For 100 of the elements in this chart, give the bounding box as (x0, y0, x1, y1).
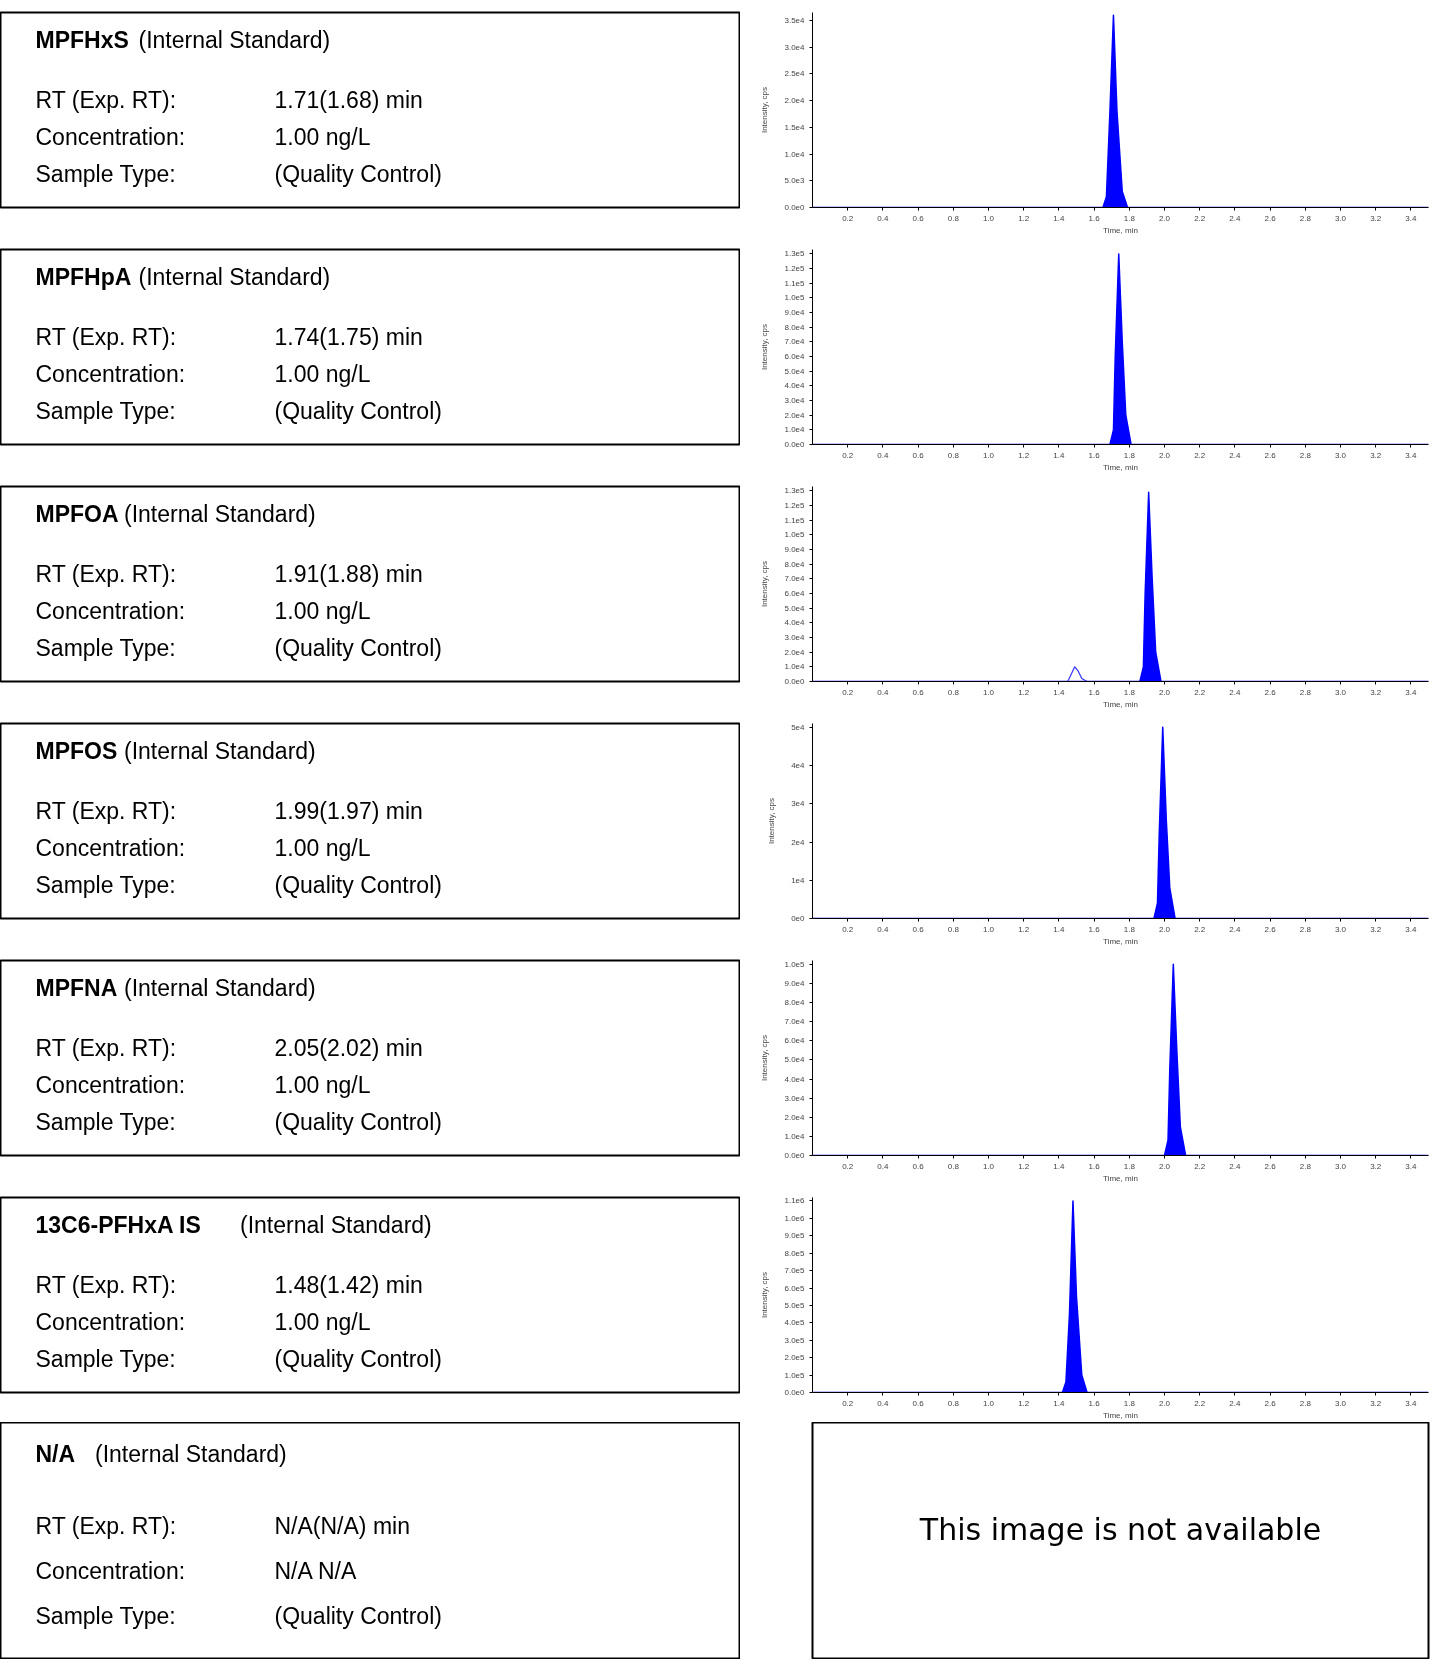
x-tick-label: 3.0 (1334, 450, 1347, 460)
y-tick-label: 1.1e6 (784, 1196, 806, 1206)
x-tick-label: 1.8 (1123, 450, 1136, 460)
y-tick-label: 6.0e4 (784, 352, 806, 362)
x-tick-label: 0.6 (912, 687, 925, 697)
text: (Quality Control) (274, 1602, 442, 1629)
x-tick-label: 1.4 (1053, 1398, 1066, 1408)
x-tick-label: 2.8 (1299, 924, 1312, 934)
x-tick-label: 2.8 (1299, 213, 1312, 223)
x-tick-label: 1.0 (982, 213, 995, 223)
y-tick-label: 1.3e5 (784, 249, 806, 259)
y-axis-title: Intensity, cps (760, 1034, 770, 1082)
text: 1.74(1.75) min (274, 323, 423, 350)
x-tick-label: 2.0 (1158, 924, 1171, 934)
x-tick-label: 2.0 (1158, 1398, 1171, 1408)
y-tick-label: 1.2e5 (784, 264, 806, 274)
x-tick-label: 1.4 (1053, 924, 1066, 934)
text: Concentration: (35, 1308, 186, 1335)
x-tick-label: 3.4 (1405, 1161, 1418, 1171)
y-tick-label: 0.0e0 (784, 1388, 806, 1397)
x-tick-label: 3.4 (1405, 687, 1418, 697)
x-tick-label: 2.0 (1158, 1161, 1171, 1171)
x-tick-label: 1.4 (1053, 1161, 1066, 1171)
text: RT (Exp. RT): (35, 797, 177, 824)
text: 1.00 ng/L (274, 1071, 371, 1098)
x-tick-label: 1.2 (1018, 1398, 1030, 1408)
x-tick-label: 0.4 (877, 924, 890, 934)
x-tick-label: 0.6 (912, 1398, 925, 1408)
y-tick-label: 1.0e4 (784, 662, 806, 672)
text: MPFHpA (35, 264, 132, 291)
text: (Quality Control) (274, 1345, 442, 1372)
x-tick-label: 2.4 (1229, 450, 1242, 460)
x-tick-label: 3.2 (1370, 687, 1382, 697)
x-tick-label: 2.8 (1299, 1161, 1312, 1171)
text: 1.91(1.88) min (274, 560, 423, 587)
x-tick-label: 1.4 (1053, 213, 1066, 223)
text: 1.99(1.97) min (274, 797, 423, 824)
x-tick-label: 3.0 (1334, 924, 1347, 934)
x-tick-label: 1.6 (1088, 213, 1101, 223)
x-tick-label: 0.8 (947, 924, 960, 934)
x-tick-label: 1.0 (982, 1161, 995, 1171)
x-tick-label: 2.8 (1299, 1398, 1312, 1408)
y-axis-title: Intensity, cps (767, 797, 777, 845)
x-tick-label: 0.4 (877, 687, 890, 697)
x-tick-label: 1.4 (1053, 450, 1066, 460)
y-tick-label: 1e4 (791, 875, 806, 885)
text: Concentration: (35, 1071, 186, 1098)
text: N/A(N/A) min (274, 1512, 410, 1539)
x-tick-label: 2.6 (1264, 213, 1277, 223)
y-tick-label: 8.0e4 (784, 998, 806, 1008)
y-tick-label: 6.0e5 (784, 1283, 806, 1293)
x-tick-label: 2.2 (1194, 687, 1206, 697)
y-tick-label: 1.0e4 (784, 149, 806, 159)
y-tick-label: 1.2e5 (784, 501, 806, 511)
x-tick-label: 0.4 (877, 450, 890, 460)
y-tick-label: 9.0e4 (784, 545, 806, 555)
x-tick-label: 1.4 (1053, 687, 1066, 697)
x-tick-label: 0.8 (947, 1398, 960, 1408)
text: N/A N/A (274, 1557, 357, 1584)
y-tick-label: 1.0e5 (784, 959, 806, 969)
x-tick-label: 3.0 (1334, 687, 1347, 697)
x-tick-label: 0.2 (842, 1398, 854, 1408)
x-tick-label: 0.2 (842, 450, 854, 460)
text: MPFOS (35, 738, 118, 765)
x-tick-label: 3.2 (1370, 924, 1382, 934)
x-axis-title: Time, min (1103, 225, 1138, 235)
y-tick-label: 1.0e5 (784, 1370, 806, 1380)
y-tick-label: 6.0e4 (784, 589, 806, 599)
text: 13C6-PFHxA IS (35, 1212, 201, 1239)
x-tick-label: 3.4 (1405, 213, 1418, 223)
x-tick-label: 1.6 (1088, 450, 1101, 460)
x-tick-label: 2.8 (1299, 450, 1312, 460)
x-axis-title: Time, min (1103, 936, 1138, 946)
x-axis-title: Time, min (1103, 1173, 1138, 1183)
x-tick-label: 3.4 (1405, 450, 1418, 460)
text: Concentration: (35, 597, 186, 624)
x-tick-label: 3.0 (1334, 1398, 1347, 1408)
text: (Internal Standard) (95, 1440, 287, 1467)
x-tick-label: 3.4 (1405, 924, 1418, 934)
x-tick-label: 2.6 (1264, 924, 1277, 934)
y-tick-label: 1.0e4 (784, 425, 806, 435)
y-tick-label: 0.0e0 (784, 677, 806, 686)
x-tick-label: 1.0 (982, 1398, 995, 1408)
text: 1.48(1.42) min (274, 1271, 423, 1298)
text: 1.00 ng/L (274, 1308, 371, 1335)
x-tick-label: 2.4 (1229, 924, 1242, 934)
y-tick-label: 4.0e4 (784, 381, 806, 391)
text: MPFOA (35, 501, 119, 528)
text: Sample Type: (35, 1108, 176, 1135)
x-tick-label: 2.6 (1264, 1161, 1277, 1171)
text: Sample Type: (35, 160, 176, 187)
text: 1.00 ng/L (274, 834, 371, 861)
text: RT (Exp. RT): (35, 86, 177, 113)
y-tick-label: 3.0e4 (784, 396, 806, 406)
x-tick-label: 3.0 (1334, 213, 1347, 223)
y-tick-label: 1.3e5 (784, 486, 806, 496)
x-tick-label: 1.8 (1123, 213, 1136, 223)
text: Concentration: (35, 360, 186, 387)
x-tick-label: 0.2 (842, 924, 854, 934)
y-tick-label: 2.0e4 (784, 647, 806, 657)
